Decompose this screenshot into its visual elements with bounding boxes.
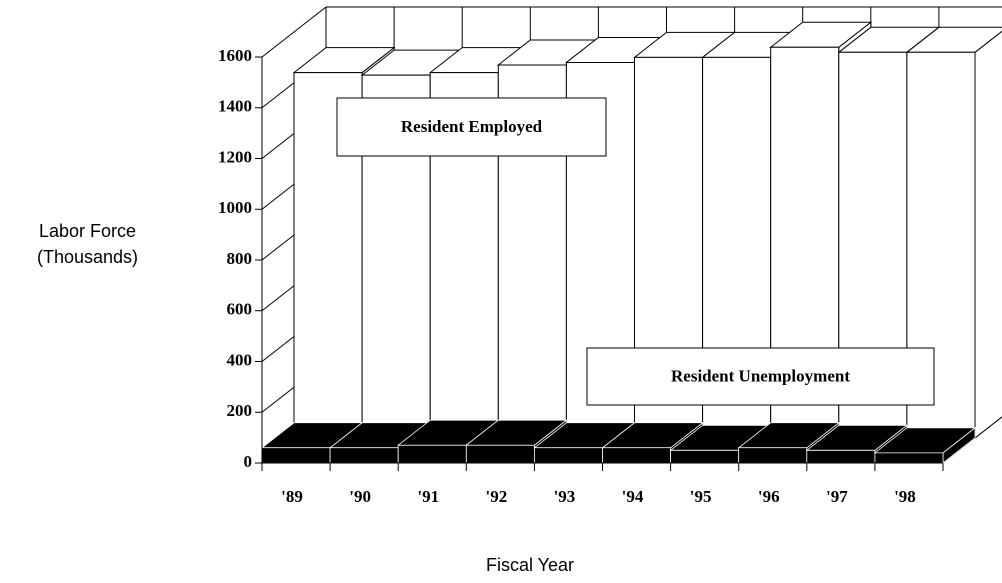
x-tick-label: '94 xyxy=(622,487,644,506)
y-tick-label: 1400 xyxy=(218,97,252,116)
x-tick-label: '93 xyxy=(554,487,576,506)
grid-line xyxy=(261,6,327,58)
bar-front xyxy=(670,449,740,464)
bar-front xyxy=(738,447,808,464)
legend-label: Resident Employed xyxy=(401,117,543,136)
x-tick-label: '98 xyxy=(894,487,916,506)
bar-front xyxy=(806,449,876,464)
x-tick-label: '91 xyxy=(417,487,439,506)
x-tick-label: '97 xyxy=(826,487,848,506)
bar-front xyxy=(397,444,467,464)
y-tick-label: 400 xyxy=(227,350,253,369)
bar-front xyxy=(465,444,535,464)
legend-box xyxy=(586,347,935,406)
x-tick-label: '96 xyxy=(758,487,780,506)
bar-front xyxy=(602,447,671,464)
x-tick-label: '89 xyxy=(281,487,303,506)
bar-front xyxy=(534,447,603,464)
y-tick-label: 200 xyxy=(227,401,253,420)
y-tick-label: 600 xyxy=(227,300,253,319)
x-tick-label: '95 xyxy=(690,487,712,506)
x-tick-label: '90 xyxy=(349,487,371,506)
bar xyxy=(873,427,977,464)
bar-front xyxy=(329,447,399,464)
legend-box xyxy=(336,97,607,157)
y-tick-label: 800 xyxy=(227,249,253,268)
bar xyxy=(905,26,1002,440)
y-tick-label: 1600 xyxy=(218,46,252,65)
y-tick-label: 1200 xyxy=(218,147,252,166)
bar-side xyxy=(974,30,1002,440)
y-axis-title: Labor Force (Thousands) xyxy=(36,221,139,267)
y-tick-label: 1000 xyxy=(218,198,252,217)
y-tick-label: 0 xyxy=(244,452,253,471)
x-tick-label: '92 xyxy=(485,487,507,506)
bar-front xyxy=(261,447,331,464)
legend-label: Resident Unemployment xyxy=(671,366,850,385)
x-axis-title: Fiscal Year xyxy=(486,555,574,575)
bar-front xyxy=(874,452,944,464)
